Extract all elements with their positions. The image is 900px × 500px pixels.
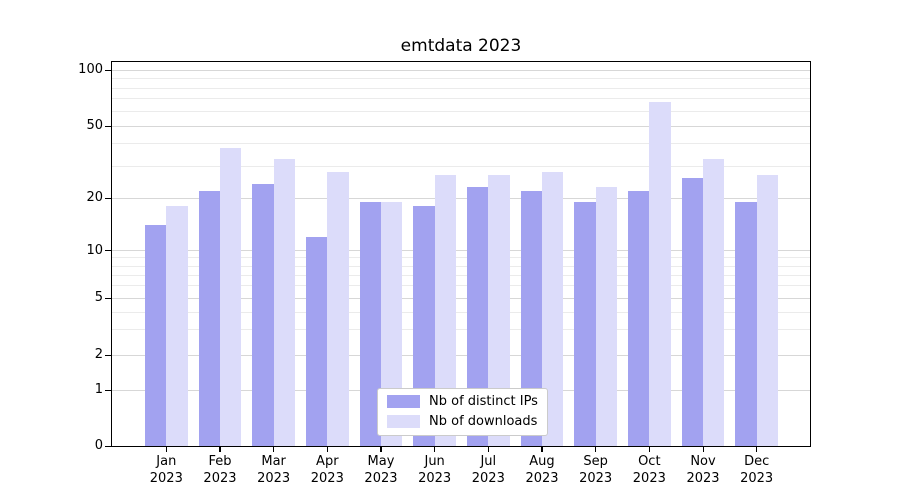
x-tick-mark (648, 447, 651, 452)
bar-downloads (595, 187, 618, 446)
bar-distinct-ips (627, 190, 650, 446)
gridline (112, 69, 810, 71)
x-tick-mark (756, 447, 758, 452)
x-tick-label: May 2023 (364, 454, 398, 486)
plot-area: Nb of distinct IPs Nb of downloads (111, 61, 811, 447)
legend-label-distinct-ips: Nb of distinct IPs (429, 394, 538, 409)
gridline (112, 354, 810, 356)
gridline (112, 165, 810, 167)
bar-downloads (219, 147, 242, 446)
bar-distinct-ips (413, 206, 435, 446)
legend: Nb of distinct IPs Nb of downloads (377, 388, 548, 436)
x-tick-label: Jan 2023 (149, 454, 183, 486)
bar-distinct-ips (252, 183, 274, 446)
gridline (112, 143, 810, 145)
bar-distinct-ips (305, 236, 328, 446)
bar-distinct-ips (735, 202, 757, 446)
y-tick-label: 1 (94, 382, 103, 397)
legend-swatch-distinct-ips (387, 395, 420, 408)
x-tick-label: Oct 2023 (632, 454, 666, 486)
x-tick-mark (219, 447, 221, 452)
x-tick-mark (541, 447, 543, 452)
y-tick-mark (105, 197, 112, 199)
x-tick-label: Feb 2023 (203, 454, 237, 486)
bar-downloads (273, 158, 296, 446)
bar-distinct-ips (198, 190, 220, 446)
bar-downloads (380, 202, 403, 446)
y-tick-label: 5 (94, 290, 103, 306)
y-tick-label: 10 (86, 242, 103, 258)
x-tick-mark (434, 447, 436, 452)
bar-downloads (541, 171, 564, 446)
bar-distinct-ips (144, 225, 167, 446)
y-tick-label: 100 (78, 62, 103, 77)
bar-downloads (434, 174, 457, 446)
gridline (112, 265, 810, 267)
x-tick-label: Aug 2023 (525, 454, 559, 486)
x-tick-mark (702, 447, 704, 452)
bar-distinct-ips (359, 202, 381, 446)
x-tick-mark (380, 447, 382, 452)
y-tick-mark (105, 250, 112, 252)
y-tick-mark (105, 389, 112, 391)
gridline (112, 250, 810, 252)
chart-title: emtdata 2023 (400, 36, 522, 56)
bar-downloads (703, 158, 725, 446)
y-tick-mark (105, 297, 112, 299)
bar-distinct-ips (520, 190, 542, 446)
bar-distinct-ips (681, 177, 703, 446)
gridline (112, 257, 810, 259)
legend-swatch-downloads (387, 415, 420, 428)
y-tick-mark (105, 69, 112, 71)
y-tick-label: 0 (94, 438, 103, 453)
gridline (112, 297, 810, 299)
x-tick-label: Nov 2023 (686, 454, 720, 486)
x-tick-label: Jul 2023 (471, 454, 505, 486)
x-tick-mark (487, 447, 489, 452)
bar-distinct-ips (574, 202, 596, 446)
gridline (112, 125, 810, 127)
y-tick-label: 20 (86, 190, 103, 206)
legend-entry-downloads: Nb of downloads (387, 414, 538, 429)
gridline (112, 98, 810, 100)
y-tick-label: 50 (86, 118, 103, 133)
x-tick-label: Sep 2023 (579, 454, 613, 486)
legend-label-downloads: Nb of downloads (429, 414, 538, 429)
gridline (112, 329, 810, 331)
x-tick-label: Dec 2023 (740, 454, 774, 486)
x-tick-label: Mar 2023 (257, 454, 291, 486)
x-tick-mark (326, 447, 328, 452)
bar-downloads (649, 102, 671, 446)
x-tick-label: Jun 2023 (418, 454, 452, 486)
x-tick-mark (595, 447, 597, 452)
y-tick-label: 2 (94, 347, 103, 362)
gridline (112, 274, 810, 276)
gridline (112, 78, 810, 79)
x-tick-mark (165, 447, 167, 452)
bar-downloads (166, 206, 188, 446)
gridline (112, 285, 810, 287)
x-tick-label: Apr 2023 (310, 454, 344, 486)
legend-entry-distinct-ips: Nb of distinct IPs (387, 394, 538, 409)
bar-downloads (756, 174, 779, 446)
bar-downloads (488, 174, 510, 446)
gridline (112, 110, 810, 112)
y-tick-mark (105, 354, 112, 356)
gridline (112, 311, 810, 313)
x-tick-mark (273, 447, 275, 452)
bar-distinct-ips (466, 187, 489, 446)
gridline (112, 87, 810, 89)
y-tick-mark (105, 445, 112, 447)
y-tick-mark (105, 125, 112, 127)
bar-downloads (327, 171, 349, 446)
gridline (112, 197, 810, 199)
